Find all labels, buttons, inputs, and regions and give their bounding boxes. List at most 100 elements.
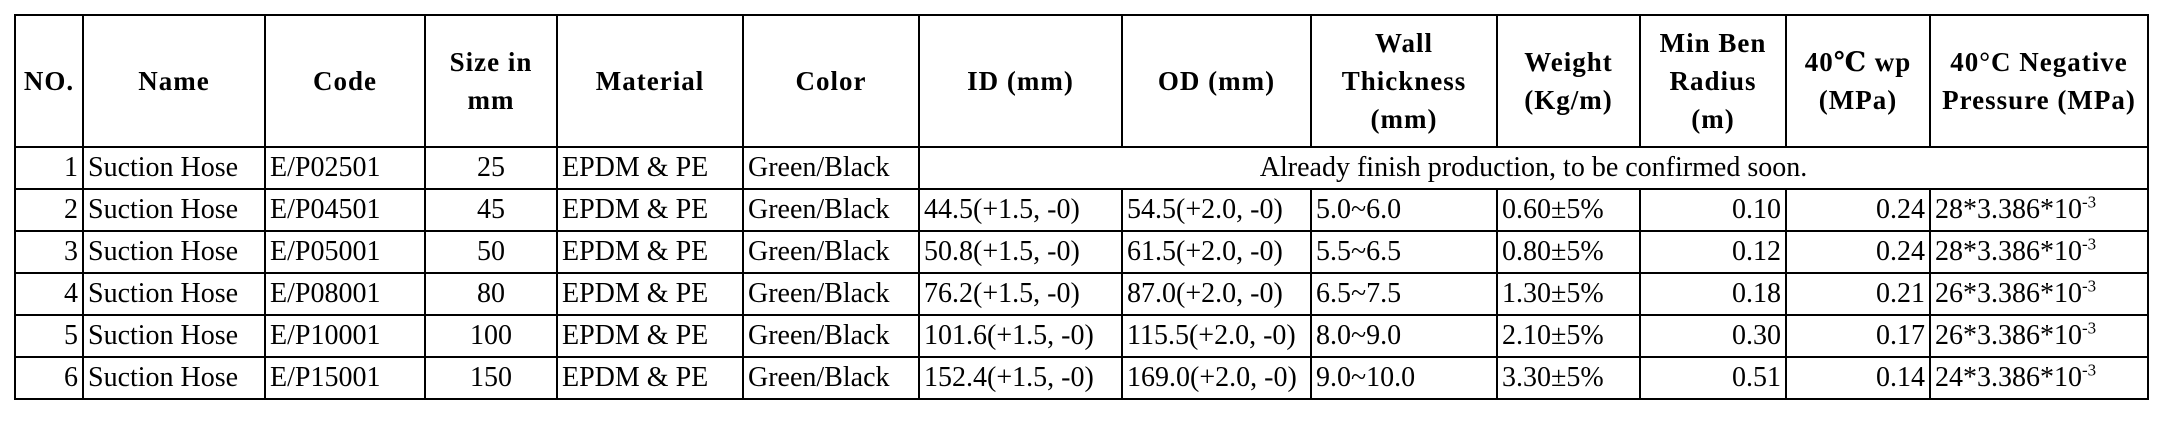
cell-code: E/P10001 xyxy=(264,314,426,358)
neg-pressure-base: 28*3.386*10 xyxy=(1935,236,2082,267)
cell-wall: 5.0~6.0 xyxy=(1310,188,1498,232)
table-row: 5 Suction Hose E/P10001 100 EPDM & PE Gr… xyxy=(14,314,2149,358)
header-name: Name xyxy=(82,14,266,148)
cell-material: EPDM & PE xyxy=(556,356,744,400)
cell-wall: 5.5~6.5 xyxy=(1310,230,1498,274)
table-row: 6 Suction Hose E/P15001 150 EPDM & PE Gr… xyxy=(14,356,2149,400)
cell-code: E/P05001 xyxy=(264,230,426,274)
cell-color: Green/Black xyxy=(742,356,920,400)
cell-size: 100 xyxy=(424,314,558,358)
cell-id: 44.5(+1.5, -0) xyxy=(918,188,1123,232)
cell-name: Suction Hose xyxy=(82,356,266,400)
cell-name: Suction Hose xyxy=(82,230,266,274)
header-od: OD (mm) xyxy=(1121,14,1312,148)
cell-wall: 8.0~9.0 xyxy=(1310,314,1498,358)
cell-no: 2 xyxy=(14,188,84,232)
cell-no: 5 xyxy=(14,314,84,358)
cell-wp: 0.24 xyxy=(1785,230,1931,274)
neg-pressure-exponent: -3 xyxy=(2082,318,2097,338)
cell-negative-pressure: 28*3.386*10-3 xyxy=(1929,188,2149,232)
cell-code: E/P08001 xyxy=(264,272,426,316)
cell-wp: 0.21 xyxy=(1785,272,1931,316)
cell-size: 80 xyxy=(424,272,558,316)
cell-color: Green/Black xyxy=(742,272,920,316)
cell-negative-pressure: 26*3.386*10-3 xyxy=(1929,272,2149,316)
cell-material: EPDM & PE xyxy=(556,146,744,190)
neg-pressure-base: 26*3.386*10 xyxy=(1935,320,2082,351)
header-wall-thickness: Wall Thickness (mm) xyxy=(1310,14,1498,148)
header-no: NO. xyxy=(14,14,84,148)
cell-no: 1 xyxy=(14,146,84,190)
cell-negative-pressure: 24*3.386*10-3 xyxy=(1929,356,2149,400)
neg-pressure-exponent: -3 xyxy=(2082,192,2097,212)
cell-radius: 0.18 xyxy=(1639,272,1787,316)
header-weight: Weight (Kg/m) xyxy=(1496,14,1641,148)
cell-size: 50 xyxy=(424,230,558,274)
cell-size: 25 xyxy=(424,146,558,190)
cell-weight: 1.30±5% xyxy=(1496,272,1641,316)
cell-od: 87.0(+2.0, -0) xyxy=(1121,272,1312,316)
cell-color: Green/Black xyxy=(742,314,920,358)
table-row: 2 Suction Hose E/P04501 45 EPDM & PE Gre… xyxy=(14,188,2149,232)
cell-od: 115.5(+2.0, -0) xyxy=(1121,314,1312,358)
cell-weight: 0.60±5% xyxy=(1496,188,1641,232)
cell-id: 152.4(+1.5, -0) xyxy=(918,356,1123,400)
cell-weight: 0.80±5% xyxy=(1496,230,1641,274)
cell-od: 54.5(+2.0, -0) xyxy=(1121,188,1312,232)
cell-id: 101.6(+1.5, -0) xyxy=(918,314,1123,358)
cell-weight: 3.30±5% xyxy=(1496,356,1641,400)
cell-code: E/P02501 xyxy=(264,146,426,190)
header-code: Code xyxy=(264,14,426,148)
neg-pressure-exponent: -3 xyxy=(2082,276,2097,296)
cell-name: Suction Hose xyxy=(82,188,266,232)
header-material: Material xyxy=(556,14,744,148)
hose-spec-table: NO. Name Code Size in mm Material Color … xyxy=(14,14,2149,400)
neg-pressure-exponent: -3 xyxy=(2082,234,2097,254)
cell-weight: 2.10±5% xyxy=(1496,314,1641,358)
cell-code: E/P15001 xyxy=(264,356,426,400)
neg-pressure-base: 26*3.386*10 xyxy=(1935,278,2082,309)
cell-no: 4 xyxy=(14,272,84,316)
cell-color: Green/Black xyxy=(742,188,920,232)
neg-pressure-base: 24*3.386*10 xyxy=(1935,362,2082,393)
table-row: 1 Suction Hose E/P02501 25 EPDM & PE Gre… xyxy=(14,146,2149,190)
cell-id: 76.2(+1.5, -0) xyxy=(918,272,1123,316)
header-min-bend-radius: Min Ben Radius (m) xyxy=(1639,14,1787,148)
cell-name: Suction Hose xyxy=(82,314,266,358)
cell-name: Suction Hose xyxy=(82,272,266,316)
cell-od: 61.5(+2.0, -0) xyxy=(1121,230,1312,274)
neg-pressure-base: 28*3.386*10 xyxy=(1935,194,2082,225)
neg-pressure-exponent: -3 xyxy=(2082,360,2097,380)
cell-color: Green/Black xyxy=(742,146,920,190)
cell-wp: 0.14 xyxy=(1785,356,1931,400)
cell-id: 50.8(+1.5, -0) xyxy=(918,230,1123,274)
cell-wp: 0.24 xyxy=(1785,188,1931,232)
header-negative-pressure: 40°C Negative Pressure (MPa) xyxy=(1929,14,2149,148)
cell-od: 169.0(+2.0, -0) xyxy=(1121,356,1312,400)
header-id: ID (mm) xyxy=(918,14,1123,148)
cell-radius: 0.10 xyxy=(1639,188,1787,232)
table-row: 4 Suction Hose E/P08001 80 EPDM & PE Gre… xyxy=(14,272,2149,316)
cell-no: 6 xyxy=(14,356,84,400)
header-row: NO. Name Code Size in mm Material Color … xyxy=(14,14,2149,148)
cell-code: E/P04501 xyxy=(264,188,426,232)
cell-no: 3 xyxy=(14,230,84,274)
cell-radius: 0.51 xyxy=(1639,356,1787,400)
cell-material: EPDM & PE xyxy=(556,314,744,358)
header-working-pressure: 40℃ wp (MPa) xyxy=(1785,14,1931,148)
cell-wp: 0.17 xyxy=(1785,314,1931,358)
header-color: Color xyxy=(742,14,920,148)
cell-wall: 9.0~10.0 xyxy=(1310,356,1498,400)
cell-negative-pressure: 26*3.386*10-3 xyxy=(1929,314,2149,358)
cell-radius: 0.30 xyxy=(1639,314,1787,358)
cell-material: EPDM & PE xyxy=(556,230,744,274)
cell-radius: 0.12 xyxy=(1639,230,1787,274)
cell-size: 150 xyxy=(424,356,558,400)
cell-color: Green/Black xyxy=(742,230,920,274)
cell-name: Suction Hose xyxy=(82,146,266,190)
pending-note: Already finish production, to be confirm… xyxy=(918,146,2149,190)
cell-size: 45 xyxy=(424,188,558,232)
cell-material: EPDM & PE xyxy=(556,188,744,232)
table-row: 3 Suction Hose E/P05001 50 EPDM & PE Gre… xyxy=(14,230,2149,274)
header-size: Size in mm xyxy=(424,14,558,148)
